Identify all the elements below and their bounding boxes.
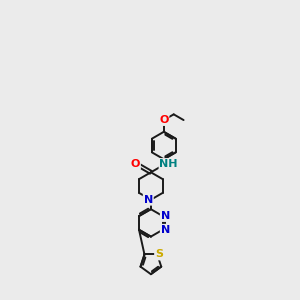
Text: N: N xyxy=(144,195,153,205)
Text: S: S xyxy=(155,250,163,260)
Text: NH: NH xyxy=(160,159,178,169)
Text: N: N xyxy=(161,225,170,235)
Text: O: O xyxy=(130,159,140,169)
Text: O: O xyxy=(159,115,169,125)
Text: N: N xyxy=(161,211,170,221)
